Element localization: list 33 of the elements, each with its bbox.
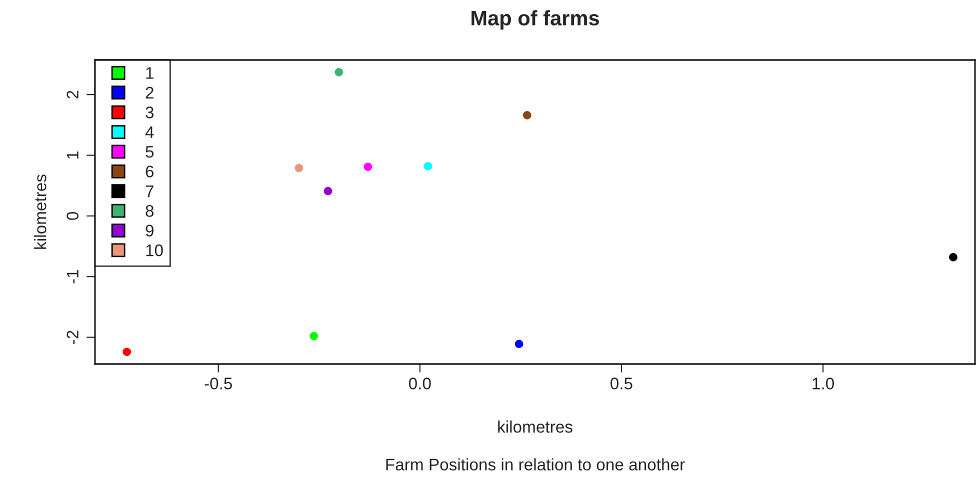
x-tick-label: 0.0 bbox=[408, 378, 431, 390]
y-tick-label: 0 bbox=[66, 212, 79, 220]
point bbox=[294, 164, 304, 172]
point bbox=[122, 348, 132, 356]
legend-label: 1 bbox=[146, 67, 154, 79]
legend-label: 3 bbox=[146, 106, 154, 118]
point bbox=[334, 68, 344, 76]
point bbox=[514, 340, 524, 348]
y-tick-label: -2 bbox=[66, 330, 78, 344]
point bbox=[364, 162, 372, 171]
text: Farm Positions in relation to one another bbox=[386, 458, 685, 470]
y-tick-label: 2 bbox=[66, 90, 78, 98]
legend-label: 5 bbox=[146, 146, 154, 158]
legend-label: 9 bbox=[146, 224, 154, 237]
legend-label: 10 bbox=[146, 244, 163, 256]
x-tick-label: 0.5 bbox=[610, 378, 632, 390]
legend-label: 4 bbox=[145, 126, 154, 138]
chart-title: Map of farms bbox=[472, 10, 599, 30]
legend-label: 7 bbox=[146, 185, 154, 197]
point bbox=[310, 332, 318, 340]
point bbox=[324, 186, 332, 196]
x-tick-label: 1.0 bbox=[812, 378, 834, 390]
point bbox=[522, 111, 532, 120]
legend-label: 8 bbox=[146, 205, 154, 217]
y-tick-label: 1 bbox=[66, 151, 78, 159]
y-axis-title: kilometres bbox=[34, 174, 46, 249]
legend-label: 2 bbox=[146, 86, 154, 98]
point bbox=[424, 162, 432, 170]
x-axis-title: kilometres bbox=[498, 420, 572, 433]
point bbox=[949, 253, 958, 262]
y-tick-label: -1 bbox=[66, 270, 78, 284]
x-tick-label: -0.5 bbox=[204, 378, 232, 390]
legend-label: 6 bbox=[146, 166, 154, 178]
